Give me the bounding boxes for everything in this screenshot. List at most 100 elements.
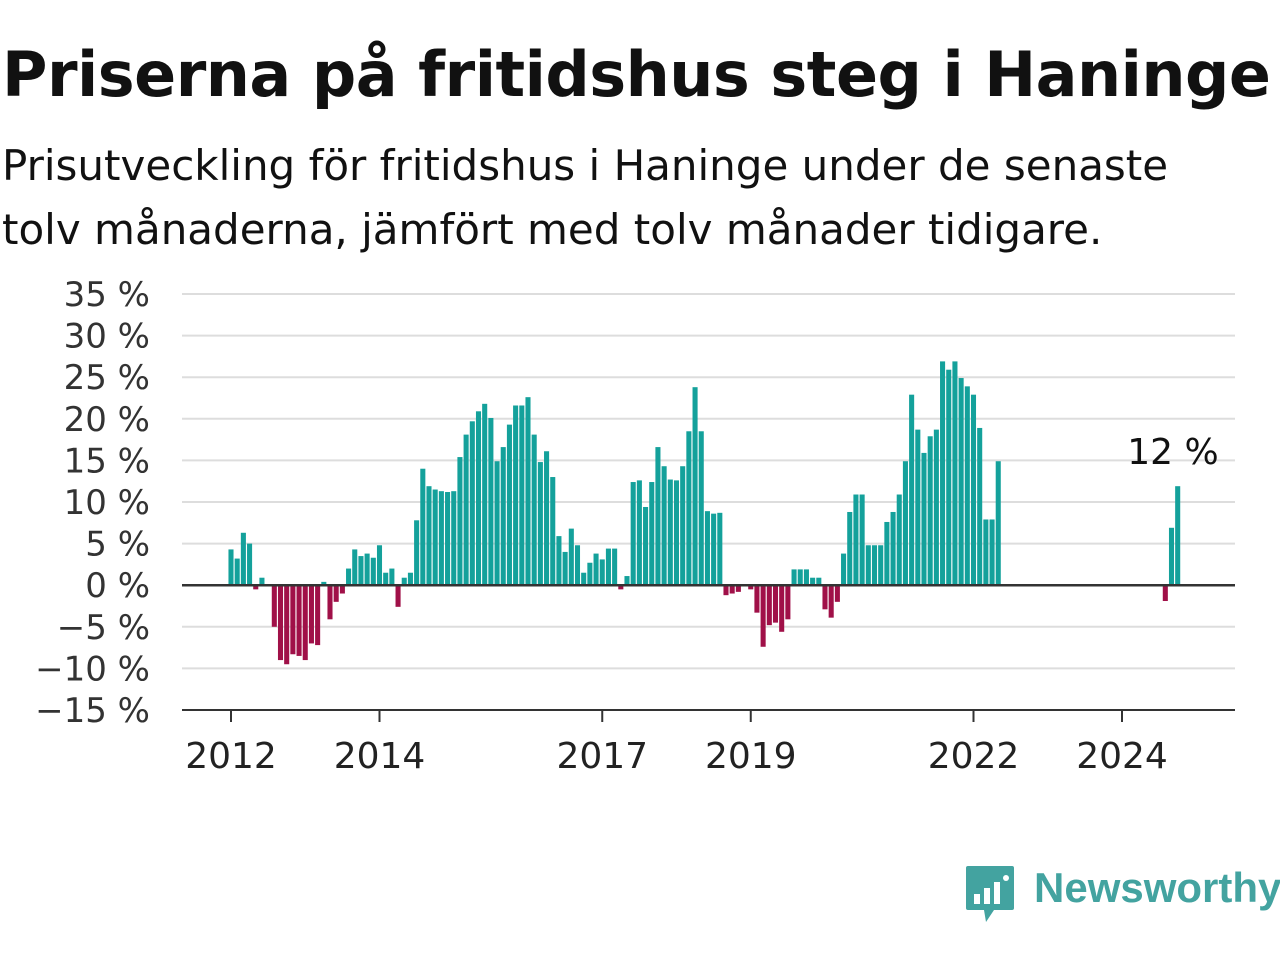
bar — [847, 511, 853, 586]
bar — [228, 549, 234, 586]
bar — [748, 585, 754, 590]
x-tick-label: 2024 — [1076, 736, 1168, 777]
x-tick-label: 2022 — [928, 736, 1020, 777]
bar — [426, 486, 432, 586]
bar — [816, 577, 822, 586]
bar — [729, 585, 735, 594]
bar — [766, 585, 772, 626]
bar — [259, 577, 265, 586]
bars — [182, 361, 1235, 665]
bar — [401, 577, 407, 586]
bar — [376, 545, 383, 586]
bar — [915, 429, 921, 586]
bar — [902, 461, 908, 586]
bar — [618, 585, 624, 590]
bar — [562, 551, 568, 586]
bar — [655, 447, 661, 586]
y-tick-label: 30 % — [64, 317, 150, 357]
bar — [878, 545, 884, 586]
bar — [277, 585, 284, 661]
bar — [896, 494, 902, 586]
bar — [995, 461, 1001, 586]
bar — [630, 482, 636, 586]
bar — [797, 569, 803, 586]
bar — [457, 457, 463, 586]
x-axis: 2012 2014 2017 2019 2022 2024 — [182, 709, 1235, 777]
bar — [420, 468, 426, 586]
bar — [871, 545, 878, 586]
bar — [432, 489, 438, 586]
bar — [290, 585, 296, 655]
latest-value-label: 12 % — [1127, 432, 1218, 473]
bar — [884, 521, 890, 586]
bar — [711, 513, 717, 586]
bar — [247, 543, 253, 586]
bar — [537, 462, 543, 586]
bar — [296, 585, 302, 656]
bar — [977, 427, 983, 586]
bar — [1168, 527, 1175, 586]
bar — [686, 431, 692, 586]
bar — [909, 394, 915, 586]
bar — [785, 585, 791, 620]
bar — [593, 553, 599, 586]
bar — [383, 572, 389, 586]
bar — [810, 577, 816, 586]
bar — [364, 553, 370, 586]
bar — [488, 417, 494, 586]
bar — [500, 447, 506, 586]
bar — [803, 569, 809, 586]
bar — [704, 511, 710, 586]
bar — [308, 585, 314, 644]
y-tick-label: 35 % — [64, 275, 150, 315]
bar — [284, 585, 290, 665]
y-tick-label: 15 % — [64, 441, 150, 481]
bar — [1162, 585, 1168, 602]
bar — [234, 558, 240, 586]
bar — [673, 480, 680, 586]
bar — [723, 585, 729, 596]
grid-lines — [182, 293, 1235, 670]
bar — [482, 403, 488, 586]
bar — [333, 585, 339, 602]
bar — [240, 532, 246, 586]
bar — [952, 361, 958, 586]
bar — [933, 429, 939, 586]
bar — [624, 576, 630, 586]
bar — [475, 411, 482, 586]
y-tick-label: −15 % — [35, 691, 150, 731]
bar — [946, 369, 952, 586]
bar — [599, 559, 605, 586]
bar — [506, 424, 512, 586]
y-tick-label: 25 % — [64, 358, 150, 398]
bar — [680, 466, 686, 586]
bar — [605, 548, 611, 586]
bar — [834, 585, 840, 602]
bar — [853, 494, 859, 586]
bar — [859, 494, 865, 586]
bar — [513, 405, 519, 586]
bar — [253, 585, 259, 590]
bar — [395, 585, 401, 607]
newsworthy-logo[interactable]: Newsworthy — [964, 864, 1280, 926]
bar — [414, 520, 420, 586]
bar — [531, 434, 537, 586]
bar — [779, 585, 785, 632]
x-tick-label: 2017 — [556, 736, 648, 777]
brand-name: Newsworthy — [1034, 864, 1280, 911]
bar — [822, 585, 828, 610]
bar — [587, 562, 593, 586]
bar — [989, 519, 995, 586]
bar — [302, 585, 308, 661]
bar — [636, 480, 642, 586]
bar — [890, 511, 896, 586]
y-tick-label: 20 % — [64, 400, 150, 440]
bar — [1175, 486, 1181, 586]
bar — [327, 585, 333, 620]
bar — [389, 568, 395, 586]
bar — [612, 548, 618, 586]
bar — [494, 461, 500, 586]
y-axis: 35 %30 %25 %20 %15 %10 %5 %0 %−5 %−10 %−… — [35, 275, 150, 731]
y-tick-label: −10 % — [35, 649, 150, 689]
bar — [445, 492, 451, 586]
